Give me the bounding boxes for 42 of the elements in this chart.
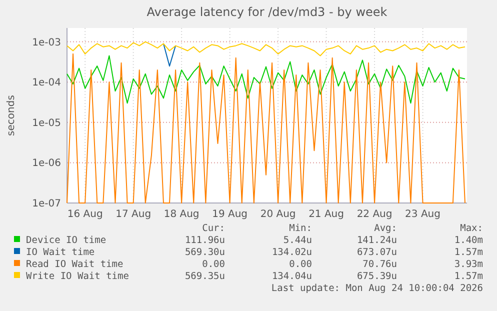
legend-label: Read IO Wait time — [26, 259, 124, 270]
y-tick-label: 1e-06 — [32, 158, 61, 170]
y-tick-label: 1e-03 — [32, 37, 61, 48]
y-axis-title: seconds — [6, 95, 17, 136]
x-tick-label: 23 Aug — [405, 209, 440, 220]
x-tick-label: 22 Aug — [356, 209, 392, 220]
text: 1.57m — [454, 271, 484, 282]
text: 569.30u — [184, 247, 225, 258]
text: 673.07u — [356, 247, 397, 258]
text: 675.39u — [356, 271, 397, 282]
text: 111.96u — [184, 235, 225, 246]
text: 0.00 — [289, 259, 312, 270]
x-tick-label: 16 Aug — [67, 209, 103, 220]
text: Max: — [460, 223, 483, 234]
text: Min: — [289, 223, 312, 234]
legend-label: IO Wait time — [26, 247, 95, 258]
text: 134.04u — [272, 271, 312, 282]
x-tick-label: 19 Aug — [212, 209, 248, 220]
line-series — [66, 55, 466, 104]
text: 569.35u — [184, 271, 225, 282]
text: Avg: — [374, 223, 397, 234]
y-tick-label: 1e-07 — [32, 198, 61, 210]
text: 5.44u — [283, 235, 312, 246]
text: 70.76u — [362, 259, 397, 270]
y-tick-label: 1e-05 — [32, 118, 61, 129]
text: 1.57m — [454, 247, 484, 258]
x-tick-label: 20 Aug — [260, 209, 296, 220]
x-tick-label: 18 Aug — [164, 209, 200, 220]
chart-title: Average latency for /dev/md3 - by week — [146, 5, 388, 19]
y-tick-label: 1e-04 — [32, 78, 61, 89]
legend-label: Device IO time — [26, 235, 106, 246]
line-series — [66, 41, 466, 56]
x-tick-label: 21 Aug — [308, 209, 344, 220]
text: 0.00 — [202, 259, 226, 270]
text: 141.24u — [356, 235, 397, 246]
text: 3.93m — [454, 259, 484, 270]
text: 134.02u — [272, 247, 312, 258]
x-tick-label: 17 Aug — [116, 209, 152, 220]
text: Last update: Mon Aug 24 10:00:04 2026 — [271, 283, 484, 294]
legend-label: Write IO Wait time — [26, 271, 130, 282]
text: Cur: — [202, 223, 225, 234]
text: 1.40m — [454, 235, 484, 246]
